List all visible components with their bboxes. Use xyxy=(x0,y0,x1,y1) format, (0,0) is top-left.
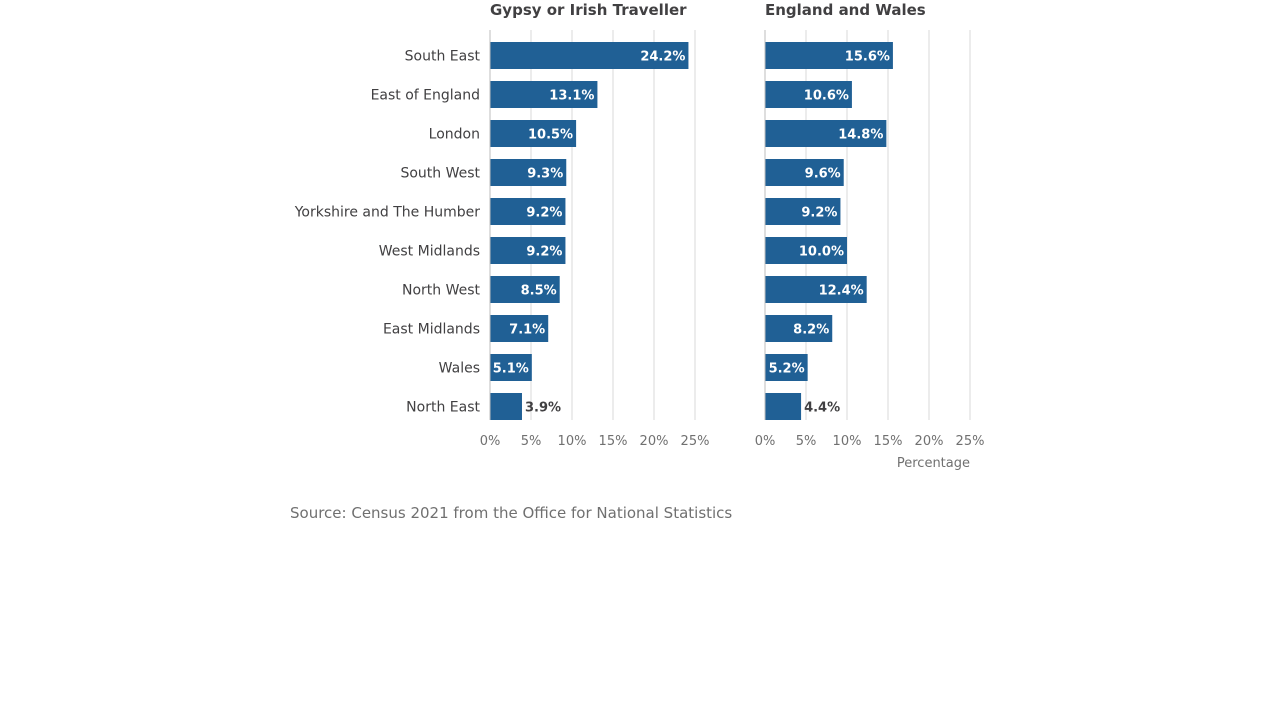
data-label: 8.2% xyxy=(793,323,829,338)
category-label: West Midlands xyxy=(379,244,480,260)
x-tick-label: 20% xyxy=(640,434,669,449)
panel-title: England and Wales xyxy=(765,1,926,19)
data-label: 24.2% xyxy=(640,50,685,65)
x-tick-label: 15% xyxy=(599,434,628,449)
x-tick-label: 0% xyxy=(755,434,776,449)
bar xyxy=(765,237,847,264)
bar xyxy=(765,198,841,225)
panel-title: Gypsy or Irish Traveller xyxy=(490,1,687,19)
bar xyxy=(765,120,887,147)
x-tick-label: 25% xyxy=(956,434,985,449)
chart-area: South East East of England London South Wes… xyxy=(294,1,985,471)
category-label: East of England xyxy=(371,88,480,104)
bar xyxy=(490,393,522,420)
data-label: 10.6% xyxy=(804,89,849,104)
x-tick-label: 0% xyxy=(480,434,501,449)
data-label: 10.5% xyxy=(528,128,573,143)
data-label: 5.1% xyxy=(493,362,529,377)
bar xyxy=(490,81,598,108)
data-label: 9.3% xyxy=(527,167,563,182)
data-label: 8.5% xyxy=(521,284,557,299)
x-tick-label: 10% xyxy=(558,434,587,449)
category-label: Wales xyxy=(439,361,480,377)
bar xyxy=(490,198,566,225)
category-label: South West xyxy=(400,166,480,182)
x-tick-label: 5% xyxy=(796,434,817,449)
data-label: 7.1% xyxy=(509,323,545,338)
data-label: 9.6% xyxy=(805,167,841,182)
bar xyxy=(490,159,567,186)
x-axis-label: Percentage xyxy=(897,456,970,471)
source-note: Source: Census 2021 from the Office for … xyxy=(290,504,733,522)
bar xyxy=(765,81,852,108)
x-tick-label: 25% xyxy=(681,434,710,449)
bar xyxy=(765,276,867,303)
bar xyxy=(490,276,560,303)
bar xyxy=(490,315,549,342)
data-label: 5.2% xyxy=(769,362,805,377)
data-label: 13.1% xyxy=(549,89,594,104)
category-label: London xyxy=(429,127,480,143)
bar xyxy=(765,315,833,342)
bar xyxy=(490,354,532,381)
data-label: 14.8% xyxy=(838,128,883,143)
bar xyxy=(765,159,844,186)
x-tick-label: 5% xyxy=(521,434,542,449)
x-tick-label: 10% xyxy=(833,434,862,449)
category-label: North West xyxy=(402,283,481,299)
bar xyxy=(765,42,893,69)
data-label: 15.6% xyxy=(845,50,890,65)
bar xyxy=(490,42,689,69)
data-label: 3.9% xyxy=(525,401,561,416)
data-label: 9.2% xyxy=(801,206,837,221)
bar xyxy=(490,237,566,264)
data-label: 12.4% xyxy=(819,284,864,299)
data-label: 9.2% xyxy=(526,245,562,260)
bar xyxy=(765,354,808,381)
category-label: South East xyxy=(405,49,481,65)
data-label: 9.2% xyxy=(526,206,562,221)
category-label: East Midlands xyxy=(383,322,480,338)
data-label: 10.0% xyxy=(799,245,844,260)
x-tick-label: 20% xyxy=(915,434,944,449)
bar xyxy=(765,393,802,420)
data-label: 4.4% xyxy=(804,401,840,416)
category-label: Yorkshire and The Humber xyxy=(294,205,481,221)
category-label: North East xyxy=(406,400,480,416)
x-tick-label: 15% xyxy=(874,434,903,449)
bar xyxy=(490,120,577,147)
